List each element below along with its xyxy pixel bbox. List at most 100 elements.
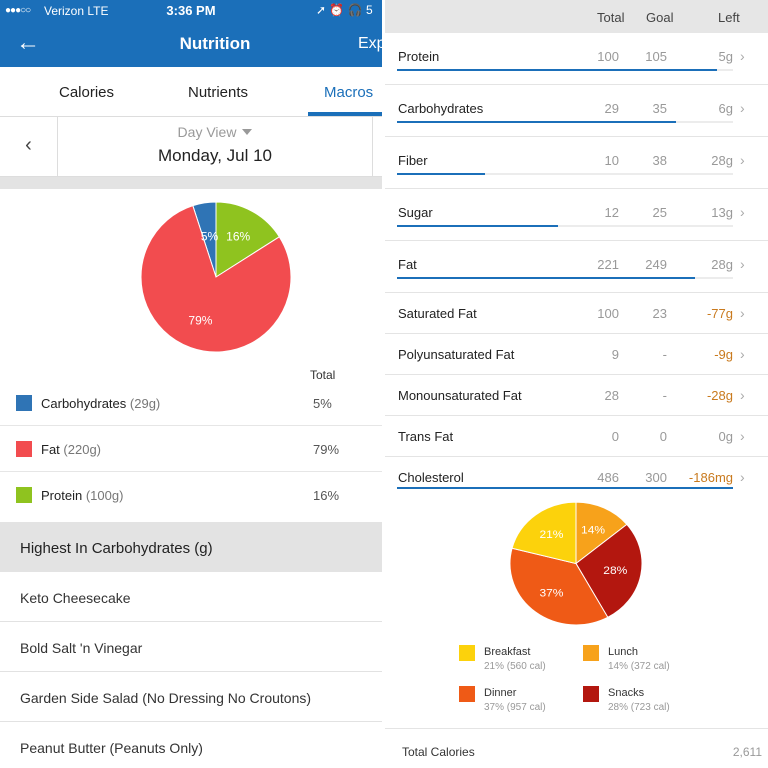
meal-detail: 28% (723 cal) (608, 702, 670, 713)
food-item[interactable]: Keto Cheesecake (0, 572, 382, 622)
tab-calories[interactable]: Calories (59, 84, 115, 101)
pie-slice-snacks (575, 523, 643, 618)
chevron-right-icon: › (740, 346, 745, 362)
tab-macros[interactable]: Macros (324, 84, 374, 101)
nutrient-name: Fiber (398, 153, 428, 168)
nutrient-left: -186mg (688, 470, 733, 485)
pie-slice-lunch (575, 501, 628, 565)
nutrient-left: 28g (711, 257, 733, 272)
nutrient-goal: 25 (652, 205, 667, 220)
meals-pie-chart: 14% 28% 37% 21% (509, 501, 643, 626)
meals-pie-group: 14% 28% 37% 21% (509, 501, 643, 626)
meal-detail: 14% (372 cal) (608, 661, 670, 672)
nutrient-left: 5g (718, 49, 733, 64)
prev-day-chevron-icon[interactable]: ‹ (0, 117, 58, 176)
pie-label-fat: 79% (188, 313, 212, 327)
nutrient-left: 13g (711, 205, 733, 220)
nutrient-name: Monounsaturated Fat (398, 388, 522, 403)
progress-fill (397, 277, 696, 279)
legend-swatch-breakfast (459, 645, 475, 661)
nutrient-left: -28g (706, 388, 733, 403)
nutrient-total: 12 (604, 205, 619, 220)
caret-down-icon (242, 129, 253, 135)
nutrients-screen: Total Goal Left Protein 100 105 5g › Carbohyd… (385, 0, 768, 768)
nav-bar: ← Nutrition Exp (0, 22, 382, 67)
nutrient-row[interactable]: Trans Fat 0 0 0g › (385, 416, 768, 457)
macro-row-fat: Fat (220g) 79% (0, 426, 382, 472)
nutrient-row[interactable]: Sugar 12 25 13g › (385, 189, 768, 241)
food-item[interactable]: Peanut Butter (Peanuts Only) (0, 722, 382, 768)
nutrient-row[interactable]: Saturated Fat 100 23 -77g › (385, 293, 768, 334)
chevron-right-icon: › (740, 256, 745, 272)
chevron-right-icon: › (740, 387, 745, 403)
nutrient-row[interactable]: Carbohydrates 29 35 6g › (385, 85, 768, 137)
macros-pie-chart: 5% 16% 79% (140, 201, 292, 353)
meal-detail: 21% (560 cal) (484, 661, 546, 672)
nutrient-name: Carbohydrates (398, 101, 484, 116)
nutrient-row[interactable]: Protein 100 105 5g › (385, 33, 768, 85)
back-arrow-icon[interactable]: ← (16, 29, 40, 56)
tab-nutrients[interactable]: Nutrients (188, 84, 249, 101)
nutrient-left: 0g (718, 429, 733, 444)
page-title: Nutrition (179, 34, 251, 53)
macro-row-carbohydrates: Carbohydrates (29g) 5% (0, 380, 382, 426)
nutrient-goal: 0 (659, 429, 667, 444)
nutrient-goal: 35 (652, 101, 667, 116)
macro-grams: (100g) (85, 488, 124, 503)
progress-fill (397, 121, 676, 123)
nutrient-name: Trans Fat (398, 429, 454, 444)
nutrient-row[interactable]: Polyunsaturated Fat 9 - -9g › (385, 334, 768, 375)
nutrient-row[interactable]: Fat 221 249 28g › (385, 241, 768, 293)
chevron-right-icon: › (740, 100, 745, 116)
nutrient-name: Protein (398, 49, 440, 64)
progress-track (397, 487, 733, 489)
legend-swatch-dinner (459, 686, 475, 702)
day-view-dropdown[interactable]: Day View (58, 124, 372, 140)
legend-swatch-fat (16, 441, 32, 457)
chevron-right-icon: › (740, 204, 745, 220)
total-calories-value: 2,611 (732, 745, 762, 759)
nutrient-row[interactable]: Monounsaturated Fat 28 - -28g › (385, 375, 768, 416)
total-calories-label: Total Calories (402, 745, 475, 759)
nutrient-goal: - (662, 347, 667, 362)
progress-track (397, 121, 733, 123)
food-item[interactable]: Garden Side Salad (No Dressing No Crouto… (0, 672, 382, 722)
chevron-right-icon: › (740, 469, 745, 485)
nutrient-row[interactable]: Fiber 10 38 28g › (385, 137, 768, 189)
nutrient-row[interactable]: Cholesterol 486 300 -186mg › (385, 457, 768, 503)
macro-row-protein: Protein (100g) 16% (0, 472, 382, 518)
macros-screen: ●●●○○ Verizon LTE 3:36 PM ➚ ⏰ 🎧 5 ← Nutr… (0, 0, 382, 768)
nutrient-total: 29 (604, 101, 619, 116)
pie-slice-dinner (509, 547, 609, 626)
legend-swatch-carbohydrates (16, 395, 32, 411)
chevron-right-icon: › (740, 152, 745, 168)
macro-total-header: Total (310, 368, 336, 382)
chevron-right-icon: › (740, 428, 745, 444)
macro-grams: (220g) (63, 442, 101, 457)
food-name: Peanut Butter (Peanuts Only) (20, 740, 203, 756)
macro-name: Protein (41, 488, 83, 503)
section-divider (0, 177, 382, 189)
meal-name: Dinner (484, 687, 517, 699)
nutrient-name: Sugar (398, 205, 433, 220)
export-button[interactable]: Exp (358, 35, 382, 52)
pie-label-breakfast: 21% (539, 529, 563, 541)
nutrient-total: 486 (597, 470, 619, 485)
macro-pct: 79% (313, 442, 340, 457)
legend-swatch-snacks (583, 686, 599, 702)
highest-carbs-header: Highest In Carbohydrates (g) (0, 522, 382, 572)
status-icons: ➚ ⏰ 🎧 5 (316, 3, 373, 17)
meal-name: Lunch (608, 646, 638, 658)
day-selector: ‹ Day View Monday, Jul 10 (0, 117, 382, 177)
macro-pct: 16% (313, 488, 340, 503)
food-item[interactable]: Bold Salt 'n Vinegar (0, 622, 382, 672)
header-goal: Goal (646, 10, 674, 25)
progress-track (397, 277, 733, 279)
tab-bar: Calories Nutrients Macros (0, 67, 382, 117)
food-name: Garden Side Salad (No Dressing No Crouto… (20, 690, 312, 706)
progress-fill (397, 69, 717, 71)
signal-icon: ●●●○○ (5, 5, 31, 16)
next-day-button[interactable] (372, 117, 382, 176)
meal-detail: 37% (957 cal) (484, 702, 546, 713)
nutrient-total: 221 (597, 257, 619, 272)
